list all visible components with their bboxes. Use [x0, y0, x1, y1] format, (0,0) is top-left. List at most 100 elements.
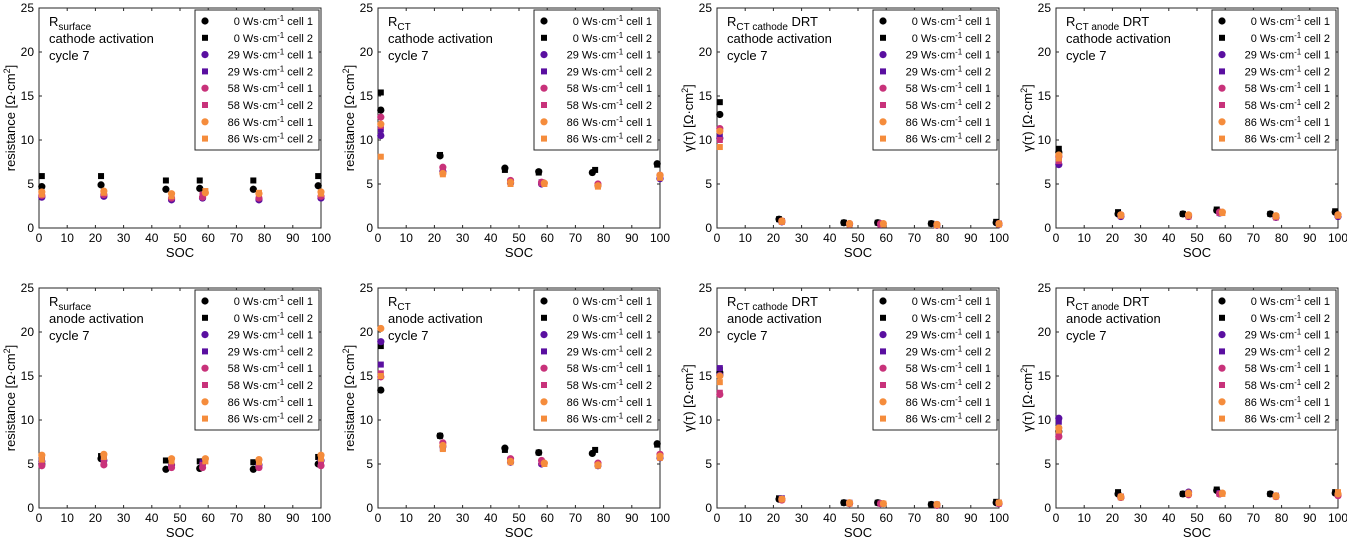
- x-tick-label: 70: [569, 511, 583, 525]
- legend-label: 29 Ws·cm-1 cell 2: [1245, 344, 1330, 358]
- legend-label: 29 Ws·cm-1 cell 1: [567, 328, 652, 342]
- data-point: [439, 163, 447, 171]
- x-tick-label: 90: [964, 511, 978, 525]
- y-tick-label: 25: [1038, 1, 1052, 15]
- panel-title-line: cycle 7: [49, 328, 89, 343]
- legend-marker: [1218, 118, 1226, 126]
- panel-title-line: RCT: [388, 294, 411, 313]
- legend-label: 0 Ws·cm-1 cell 2: [912, 311, 991, 325]
- legend-label: 86 Ws·cm-1 cell 1: [1245, 395, 1330, 409]
- data-point: [996, 499, 1002, 506]
- panel-title-line: cycle 7: [1066, 328, 1106, 343]
- x-tick-label: 60: [541, 511, 555, 525]
- legend-label: 86 Ws·cm-1 cell 1: [1245, 115, 1330, 129]
- data-point: [716, 365, 723, 372]
- x-tick-label: 60: [1219, 511, 1233, 525]
- y-tick-label: 0: [366, 221, 373, 235]
- panel-title-line: RCT anode DRT: [1066, 294, 1149, 313]
- data-point: [541, 461, 548, 467]
- chart-panel-1: 0 10 20 30 40 50 60 70 80 90 100 0 5 10 15 20 25 SOC resis…: [2, 1, 331, 260]
- data-point: [377, 153, 384, 160]
- y-tick-label: 10: [699, 413, 713, 427]
- data-point: [1272, 493, 1279, 500]
- y-tick-label: 20: [699, 325, 713, 339]
- x-axis-label: SOC: [166, 525, 194, 540]
- y-tick-label: 20: [1038, 325, 1052, 339]
- legend-marker: [201, 398, 209, 406]
- y-tick-label: 15: [21, 89, 35, 103]
- legend-label: 58 Ws·cm-1 cell 1: [228, 361, 313, 375]
- legend-label: 29 Ws·cm-1 cell 2: [1245, 64, 1330, 78]
- data-point: [933, 222, 940, 229]
- y-tick-label: 15: [360, 89, 374, 103]
- legend-marker: [879, 51, 887, 59]
- x-tick-label: 80: [1275, 231, 1289, 245]
- panel-title-line: RCT cathode DRT: [727, 14, 818, 33]
- data-point: [716, 127, 724, 135]
- data-point: [535, 169, 542, 176]
- data-point: [377, 106, 385, 114]
- legend-label: 58 Ws·cm-1 cell 1: [567, 81, 652, 95]
- legend-marker: [541, 382, 547, 388]
- data-point: [1219, 490, 1226, 497]
- y-tick-label: 10: [1038, 413, 1052, 427]
- legend-marker: [1219, 348, 1225, 355]
- data-point: [1055, 431, 1062, 438]
- x-tick-label: 10: [1078, 511, 1092, 525]
- x-tick-label: 40: [484, 511, 498, 525]
- legend: [533, 289, 659, 431]
- legend-marker: [541, 68, 547, 75]
- data-point: [437, 151, 444, 158]
- y-tick-label: 15: [360, 369, 374, 383]
- legend-label: 86 Ws·cm-1 cell 2: [1245, 412, 1330, 426]
- x-tick-label: 100: [311, 511, 331, 525]
- y-axis-label: resistance [Ω·cm2]: [341, 345, 357, 452]
- legend-marker: [1218, 51, 1226, 59]
- legend-marker: [541, 102, 547, 108]
- x-tick-label: 20: [89, 511, 103, 525]
- data-point: [377, 324, 385, 333]
- panel-title-line: anode activation: [49, 311, 144, 326]
- legend-marker: [202, 34, 208, 41]
- x-tick-label: 20: [1106, 511, 1120, 525]
- legend-label: 29 Ws·cm-1 cell 2: [228, 344, 313, 358]
- x-tick-label: 70: [1247, 231, 1261, 245]
- data-point: [315, 173, 322, 180]
- panel-title-line: RCT cathode DRT: [727, 294, 818, 313]
- data-point: [716, 389, 723, 396]
- x-tick-label: 80: [258, 511, 272, 525]
- legend-marker: [880, 68, 886, 75]
- data-point: [38, 183, 46, 191]
- legend-label: 29 Ws·cm-1 cell 1: [1245, 48, 1330, 62]
- data-point: [1335, 489, 1341, 496]
- data-point: [249, 185, 257, 193]
- x-tick-label: 100: [989, 231, 1009, 245]
- legend-marker: [202, 102, 208, 108]
- y-tick-label: 15: [1038, 89, 1052, 103]
- panel-title-line: cycle 7: [727, 48, 767, 63]
- data-point: [162, 177, 169, 184]
- legend-marker: [540, 118, 548, 126]
- x-tick-label: 0: [1053, 511, 1060, 525]
- legend-label: 58 Ws·cm-1 cell 2: [906, 378, 991, 392]
- legend-label: 58 Ws·cm-1 cell 1: [1245, 361, 1330, 375]
- y-tick-label: 5: [27, 457, 34, 471]
- data-point: [255, 459, 262, 466]
- data-point: [1115, 209, 1122, 216]
- x-tick-label: 50: [851, 511, 865, 525]
- data-point: [592, 446, 599, 453]
- y-tick-label: 20: [1038, 45, 1052, 59]
- x-tick-label: 70: [230, 511, 244, 525]
- data-point: [97, 181, 105, 189]
- data-point: [846, 500, 853, 507]
- data-point: [314, 182, 322, 190]
- y-tick-label: 20: [360, 325, 374, 339]
- legend-label: 58 Ws·cm-1 cell 2: [1245, 98, 1330, 112]
- legend-label: 29 Ws·cm-1 cell 1: [1245, 328, 1330, 342]
- data-point: [778, 496, 785, 503]
- data-point: [98, 173, 105, 180]
- data-point: [778, 218, 785, 225]
- legend-marker: [880, 135, 886, 142]
- panel-title-line: Rsurface: [49, 294, 92, 313]
- x-tick-label: 80: [1275, 511, 1289, 525]
